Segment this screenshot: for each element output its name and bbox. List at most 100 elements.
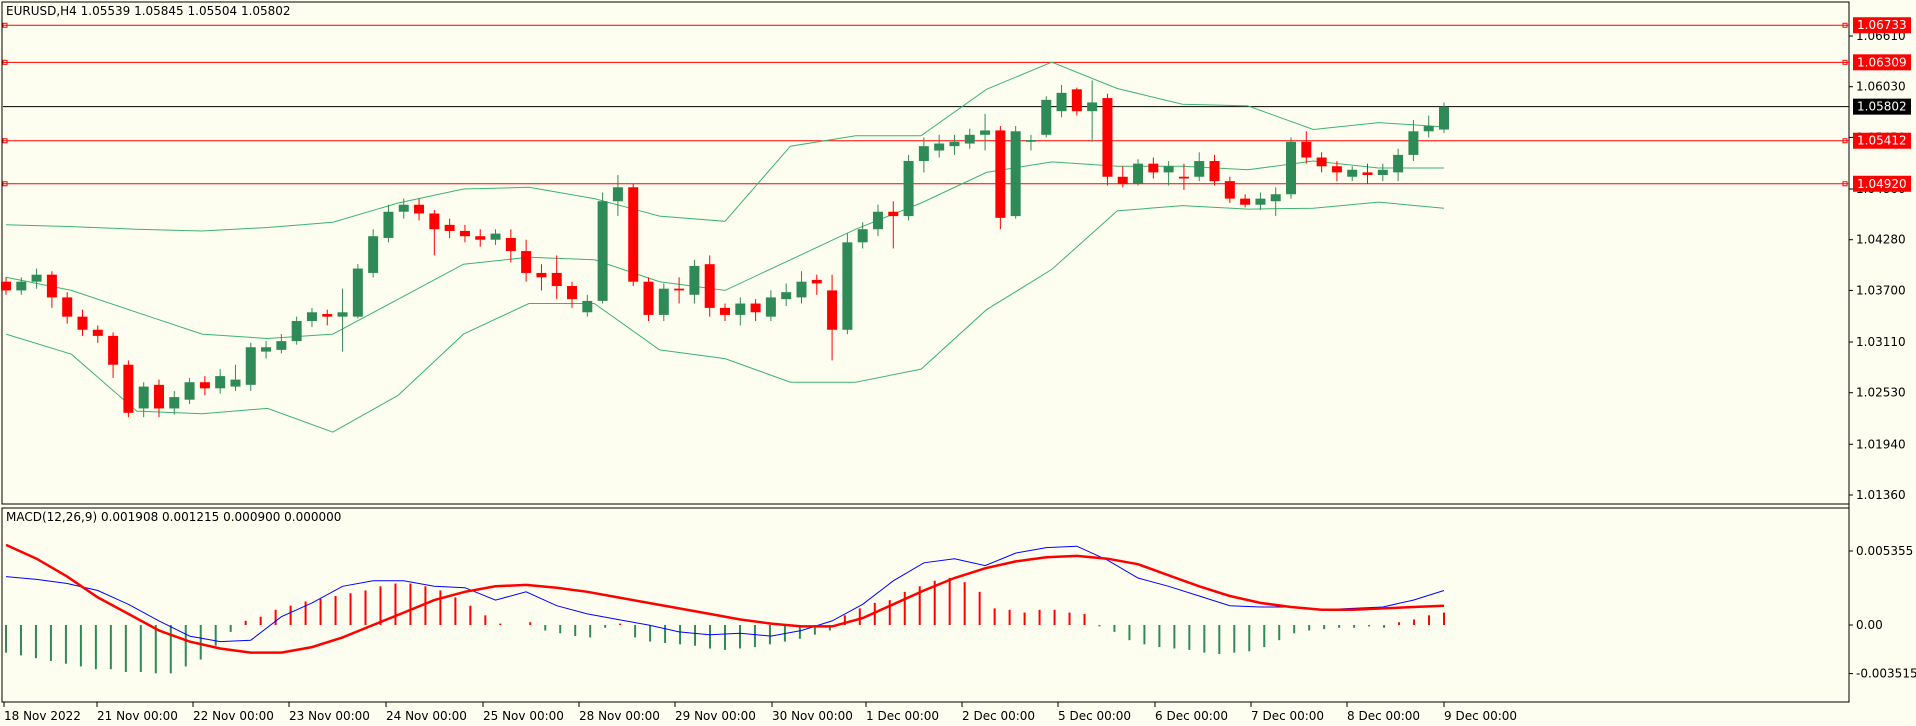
candle-body (582, 300, 593, 313)
candle-body (1255, 198, 1266, 205)
candle-body (1010, 131, 1021, 217)
candle (1163, 161, 1174, 186)
candle-body (1087, 102, 1098, 112)
candle-body (1041, 99, 1052, 135)
price-tick-label: 1.04280 (1856, 233, 1906, 247)
candle-body (1393, 154, 1404, 173)
candle (1041, 96, 1052, 138)
time-tick-label: 21 Nov 00:00 (97, 709, 178, 723)
candle-body (138, 386, 149, 409)
candle-body (352, 268, 363, 317)
candle (1087, 80, 1098, 142)
line-price-tag (1853, 132, 1911, 149)
symbol-info: EURUSD,H4 1.05539 1.05845 1.05504 1.0580… (6, 4, 291, 18)
candle (964, 128, 975, 149)
candle (918, 137, 929, 173)
candle-body (1439, 106, 1449, 130)
candle-body (1270, 194, 1281, 202)
time-tick-label: 29 Nov 00:00 (675, 709, 756, 723)
candle-body (567, 286, 578, 300)
candle-body (1, 281, 11, 291)
time-tick-label: 6 Dec 00:00 (1155, 709, 1228, 723)
candle-body (505, 237, 516, 252)
candle-body (1316, 157, 1327, 167)
candle (199, 376, 210, 396)
line-price-label: 1.04920 (1857, 177, 1907, 191)
candle (505, 229, 516, 263)
candle (750, 299, 761, 322)
candle-body (337, 312, 348, 317)
candle (459, 224, 470, 243)
candle (1316, 152, 1327, 173)
candle-body (918, 146, 929, 162)
candle-body (1331, 166, 1342, 173)
candle (169, 390, 180, 415)
candle-body (322, 314, 333, 317)
candle (1025, 134, 1036, 151)
macd-main-line (5, 545, 1445, 643)
candle (704, 255, 715, 317)
line-price-label: 1.06733 (1857, 18, 1907, 32)
candle-body (735, 303, 746, 315)
candle (1010, 126, 1021, 219)
horizontal-line-handle (1842, 181, 1848, 187)
candle-body (1377, 169, 1388, 176)
candle (337, 288, 348, 352)
horizontal-line-handle (2, 181, 8, 187)
candle (1331, 161, 1342, 182)
candle (138, 382, 149, 418)
candle (995, 126, 1006, 230)
candle-body (1408, 131, 1419, 155)
candle (215, 369, 226, 394)
candle-body (1194, 161, 1205, 177)
candle-body (261, 347, 272, 352)
candle-body (765, 297, 776, 317)
candle (536, 264, 547, 291)
candle-body (964, 134, 975, 144)
time-tick-label: 18 Nov 2022 (4, 709, 81, 723)
candle-body (704, 264, 715, 308)
candle (689, 259, 700, 304)
candle-body (1163, 166, 1174, 173)
candle (77, 309, 88, 336)
candle-body (1362, 172, 1373, 176)
candle-body (153, 384, 164, 409)
candle (597, 192, 608, 304)
candle (551, 255, 562, 300)
horizontal-line-handle (2, 22, 8, 28)
candle (261, 341, 272, 359)
candle-body (92, 329, 103, 336)
bollinger-upper-line (5, 61, 1445, 232)
candle-body (1347, 169, 1358, 177)
candle (245, 342, 256, 391)
candle-body (643, 281, 654, 315)
macd-tick-label: 0.005355 (1856, 544, 1913, 558)
macd-signal-line (5, 543, 1445, 654)
time-tick-label: 23 Nov 00:00 (289, 709, 370, 723)
candle (980, 113, 991, 151)
macd-tick-label: 0.00 (1856, 618, 1883, 632)
macd-pane[interactable] (1, 507, 1850, 703)
candle (398, 198, 409, 219)
price-pane[interactable] (1, 1, 1850, 505)
macd-tick-label: -0.003515 (1856, 667, 1916, 681)
candle-body (1102, 98, 1113, 177)
candle-body (1133, 163, 1144, 184)
candle (184, 377, 195, 405)
time-tick-label: 28 Nov 00:00 (579, 709, 660, 723)
horizontal-line-handle (2, 59, 8, 65)
line-price-tag (1853, 175, 1911, 192)
candle-body (169, 397, 180, 409)
candle-body (1301, 141, 1312, 158)
time-tick-label: 1 Dec 00:00 (866, 709, 939, 723)
current-price-tag (1853, 98, 1911, 115)
candle (1102, 93, 1113, 186)
candle (628, 183, 639, 287)
candle-body (383, 211, 394, 238)
candle (475, 229, 486, 247)
candle-body (184, 382, 195, 400)
line-price-tag (1853, 54, 1911, 71)
candle-body (306, 312, 317, 322)
candle (490, 229, 501, 245)
